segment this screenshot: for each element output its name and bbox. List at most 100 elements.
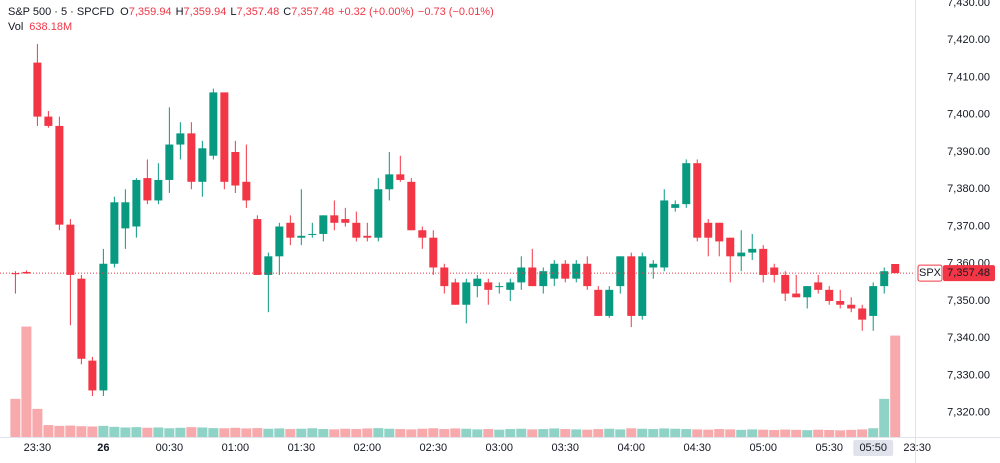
volume-bar <box>736 429 747 437</box>
candle-body <box>803 286 812 298</box>
candle-body <box>242 181 251 201</box>
candle-body <box>638 256 647 316</box>
candle-body <box>781 274 790 294</box>
candle-body <box>264 256 273 275</box>
candle-body <box>451 282 460 305</box>
y-tick-label: 7,400.00 <box>947 109 990 121</box>
candle-body <box>55 125 64 225</box>
volume-bar <box>164 428 175 437</box>
ohlc-value: 7,359.94 <box>129 6 172 18</box>
candle-body <box>671 204 680 208</box>
candle-body <box>605 289 614 316</box>
volume-bar <box>560 429 571 437</box>
volume-bar <box>384 428 395 437</box>
candle-body <box>44 116 53 126</box>
volume-bar <box>538 429 549 437</box>
y-tick-label: 7,330.00 <box>947 369 990 381</box>
candle-body <box>473 278 482 287</box>
x-tick-label: 03:30 <box>552 442 580 454</box>
volume-bar <box>197 427 208 437</box>
x-tick-label: 00:30 <box>156 442 184 454</box>
volume-bar <box>879 398 890 437</box>
volume-bar <box>263 428 274 437</box>
volume-bar <box>417 428 428 437</box>
ohlc-value: 7,359.94 <box>184 6 227 18</box>
candle-body <box>704 222 713 238</box>
candle-body <box>363 235 372 238</box>
candle-body <box>77 278 86 359</box>
candle-body <box>374 189 383 238</box>
volume-bar <box>120 427 131 437</box>
volume-bar <box>153 427 164 437</box>
candle-body <box>330 215 339 223</box>
y-tick-label: 7,320.00 <box>947 407 990 419</box>
volume-bar <box>516 428 527 437</box>
candle-body <box>407 181 416 231</box>
candle-body <box>231 152 240 186</box>
last-price-box <box>943 265 995 282</box>
ohlc-value: 7,357.48 <box>291 6 334 18</box>
volume-bar <box>714 429 725 437</box>
volume-bar <box>109 426 120 437</box>
marks <box>10 43 901 437</box>
volume-bar <box>813 429 824 437</box>
volume-bar <box>307 428 318 437</box>
x-tick-label: 05:00 <box>749 442 777 454</box>
candle-body <box>440 267 449 287</box>
volume-bar <box>846 429 857 437</box>
volume-bar <box>890 335 901 437</box>
candle-body <box>880 271 889 287</box>
volume-bar <box>406 429 417 437</box>
x-tick-label: 02:00 <box>354 442 382 454</box>
candle-body <box>220 92 229 182</box>
volume-bar <box>54 425 65 437</box>
x-tick-label: 23:30 <box>24 442 52 454</box>
candle-body <box>66 224 75 275</box>
volume-bar <box>362 428 373 437</box>
candle-body <box>748 248 757 253</box>
candle-body <box>660 200 669 268</box>
volume-bar <box>208 428 219 437</box>
candle-body <box>418 230 427 238</box>
candle-body <box>891 263 900 274</box>
candle-body <box>495 286 504 288</box>
candle-body <box>792 293 801 298</box>
x-tick-label: 01:00 <box>222 442 250 454</box>
volume-value: 638.18M <box>29 21 72 33</box>
change: −0.73 (−0.01%) <box>418 6 494 18</box>
candle-body <box>572 263 581 279</box>
candle-body <box>682 163 691 205</box>
candle-body <box>198 148 207 182</box>
candle-body <box>143 178 152 201</box>
candle-body <box>352 222 361 238</box>
ohlc-value: 7,357.48 <box>236 6 279 18</box>
volume-bar <box>65 425 76 437</box>
y-tick-label: 7,340.00 <box>947 332 990 344</box>
candle-body <box>616 256 625 287</box>
x-tick-label: 03:00 <box>486 442 514 454</box>
volume-bar <box>681 429 692 437</box>
y-tick-label: 7,370.00 <box>947 220 990 232</box>
volume-bar <box>670 428 681 437</box>
volume-bar <box>230 427 241 437</box>
volume-bar <box>725 429 736 437</box>
volume-bar <box>505 429 516 437</box>
y-tick-label: 7,390.00 <box>947 146 990 158</box>
volume-bar <box>868 428 879 437</box>
x-tick-label: 26 <box>97 442 109 454</box>
volume-bar <box>692 429 703 437</box>
volume-bar <box>285 429 296 437</box>
candle-body <box>209 92 218 156</box>
candle-body <box>715 222 724 242</box>
candle-body <box>528 267 537 287</box>
change: +0.32 (+0.00%) <box>338 6 414 18</box>
volume-bar <box>186 427 197 437</box>
volume-bar <box>582 429 593 437</box>
volume-bar <box>483 429 494 437</box>
volume-bar <box>450 428 461 437</box>
candle-body <box>506 282 515 290</box>
volume-bar <box>43 425 54 437</box>
candle-body <box>99 263 108 391</box>
volume-key: Vol <box>8 21 23 33</box>
